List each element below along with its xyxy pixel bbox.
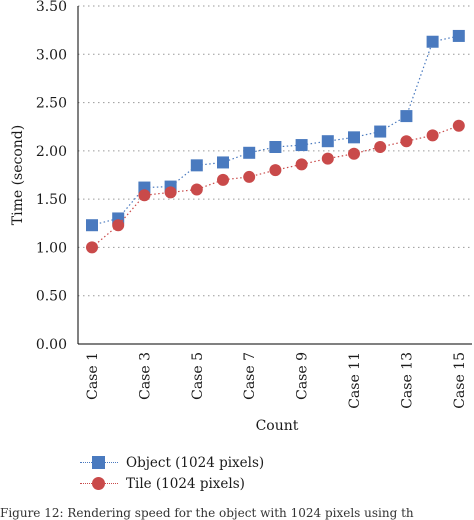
y-tick-label: 0.00	[36, 337, 67, 353]
y-tick-label: 1.00	[36, 240, 67, 256]
x-tick-label: Case 3	[137, 352, 153, 400]
data-point-square	[86, 219, 98, 232]
series	[86, 29, 465, 254]
data-point-square	[374, 125, 387, 138]
data-point-square	[348, 131, 360, 144]
x-tick-label: Case 7	[242, 352, 258, 400]
data-point-circle	[217, 173, 229, 186]
x-tick-label: Case 11	[347, 352, 363, 409]
data-point-square	[217, 156, 229, 169]
data-point-circle	[321, 152, 334, 165]
data-point-circle	[86, 241, 98, 254]
data-point-square	[400, 110, 413, 123]
x-tick-label: Case 9	[295, 352, 311, 400]
legend-square-marker-icon	[80, 455, 118, 470]
x-tick-labels: Case 1 Case 3 Case 5 Case 7 Case 9 Case 11 Cas…	[85, 352, 468, 409]
data-point-circle	[400, 135, 413, 148]
data-point-circle	[374, 140, 387, 153]
data-point-circle	[269, 164, 282, 177]
x-tick-label: Case 15	[452, 352, 468, 409]
x-axis-label: Count	[256, 418, 299, 434]
legend-label-tile: Tile (1024 pixels)	[126, 475, 245, 492]
data-point-square	[426, 35, 439, 48]
data-point-square	[269, 140, 282, 153]
y-tick-label: 1.50	[36, 192, 67, 208]
data-point-square	[295, 139, 308, 152]
y-tick-label: 3.00	[36, 47, 67, 63]
series-tile	[86, 119, 465, 254]
y-tick-label: 3.50	[36, 0, 67, 15]
data-point-circle	[452, 119, 465, 132]
data-point-circle	[348, 147, 360, 160]
y-axis-label: Time (second)	[10, 125, 26, 225]
y-tick-label: 2.50	[36, 96, 67, 112]
data-point-square	[321, 135, 334, 148]
data-point-circle	[112, 219, 125, 232]
legend: Object (1024 pixels) Tile (1024 pixels)	[80, 452, 264, 494]
data-point-circle	[164, 186, 177, 199]
y-tick-label: 2.00	[36, 144, 67, 160]
data-point-square	[452, 29, 465, 42]
data-point-circle	[138, 189, 151, 202]
data-point-circle	[426, 129, 439, 142]
x-tick-label: Case 5	[190, 352, 206, 400]
data-point-circle	[190, 183, 203, 196]
legend-circle-marker-icon	[80, 476, 118, 491]
data-point-circle	[295, 158, 308, 171]
data-point-square	[243, 146, 256, 159]
data-point-circle	[243, 170, 256, 183]
y-tick-labels: 0.00 0.50 1.00 1.50 2.00 2.50 3.00 3.50	[36, 0, 67, 353]
legend-item-object: Object (1024 pixels)	[80, 452, 264, 473]
legend-item-tile: Tile (1024 pixels)	[80, 473, 264, 494]
x-tick-label: Case 1	[85, 352, 101, 400]
x-tick-label: Case 13	[399, 352, 415, 409]
legend-label-object: Object (1024 pixels)	[126, 454, 265, 471]
y-tick-label: 0.50	[36, 289, 67, 305]
figure-caption: Figure 12: Rendering speed for the objec…	[0, 506, 414, 520]
data-point-square	[190, 159, 203, 172]
